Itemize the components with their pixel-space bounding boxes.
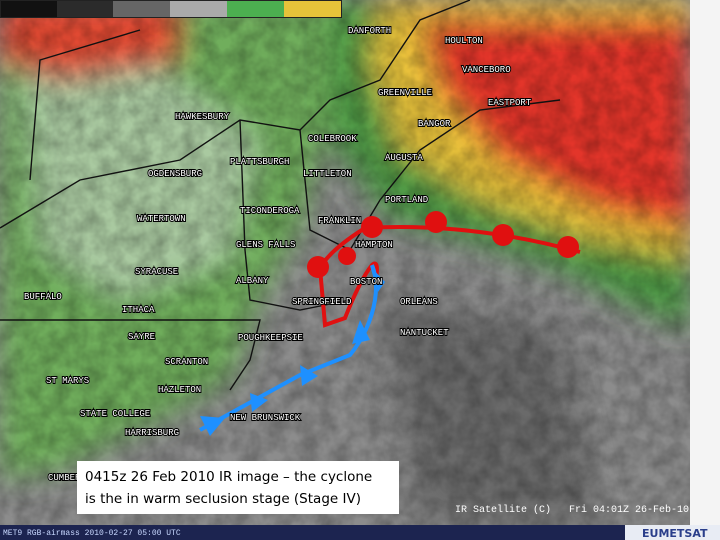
station-label: HAMPTON [355, 240, 393, 250]
footer-bar [0, 525, 720, 540]
station-label: LITTLETON [303, 169, 352, 179]
caption-box [77, 461, 399, 514]
station-labels: DANFORTH HOULTON VANCEBORO GREENVILLE EASTPO… [23, 25, 533, 484]
brand-box [625, 525, 720, 540]
station-label: ORLEANS [400, 297, 438, 307]
station-label: FRANKLIN [318, 216, 361, 226]
station-label: OGDENSBURG [148, 169, 202, 179]
station-label: SCRANTON [165, 357, 208, 367]
station-label: AUGUSTA [385, 153, 423, 163]
station-label: SYRACUSE [135, 267, 178, 277]
product-label: IR Satellite (C) Fri 04:01Z 26-Feb-10 [455, 504, 689, 516]
station-label: BUFFALO [24, 292, 62, 302]
station-label: HAZLETON [158, 385, 201, 395]
station-label: BOSTON [350, 277, 382, 287]
station-label: NANTUCKET [400, 328, 449, 338]
station-label: STATE COLLEGE [80, 409, 150, 419]
brand: EUMETSAT [642, 527, 708, 540]
station-label: HOULTON [445, 36, 483, 46]
station-label: ITHACA [122, 305, 155, 315]
caption-line: 0415z 26 Feb 2010 IR image – the cyclone [85, 469, 372, 485]
station-label: PLATTSBURGH [230, 157, 289, 167]
station-label: WATERTOWN [137, 214, 186, 224]
station-label: VANCEBORO [462, 65, 511, 75]
fronts [199, 211, 581, 436]
station-label: HAWKESBURY [175, 112, 230, 122]
station-label: DANFORTH [348, 26, 391, 36]
station-label: NEW BRUNSWICK [230, 413, 301, 423]
caption-line: is the in warm seclusion stage (Stage IV… [85, 491, 361, 507]
right-margin [690, 0, 720, 540]
station-label: ST MARYS [46, 376, 89, 386]
station-label: BANGOR [418, 119, 451, 129]
station-label: COLEBROOK [308, 134, 357, 144]
station-label: SPRINGFIELD [292, 297, 351, 307]
station-label: EASTPORT [488, 98, 532, 108]
color-legend [0, 0, 342, 18]
station-label: HARRISBURG [125, 428, 179, 438]
borders [0, 0, 561, 391]
station-label: GREENVILLE [378, 88, 432, 98]
footer-text: MET9 RGB-airmass 2010-02-27 05:00 UTC [3, 529, 181, 538]
station-label: PORTLAND [385, 195, 428, 205]
station-label: POUGHKEEPSIE [238, 333, 303, 343]
station-label: ALBANY [236, 276, 269, 286]
station-label: TICONDEROGA [240, 206, 300, 216]
station-label: SAYRE [128, 332, 155, 342]
station-label: GLENS FALLS [236, 240, 295, 250]
